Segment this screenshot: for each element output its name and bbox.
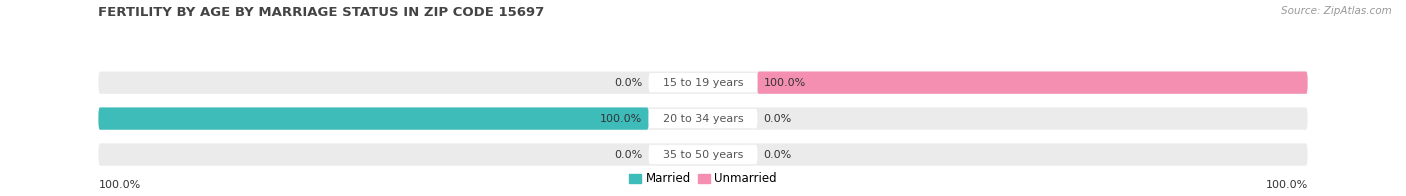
Text: 100.0%: 100.0%	[98, 180, 141, 190]
Text: 15 to 19 years: 15 to 19 years	[662, 78, 744, 88]
Text: 35 to 50 years: 35 to 50 years	[662, 150, 744, 160]
FancyBboxPatch shape	[648, 109, 758, 128]
Text: 100.0%: 100.0%	[600, 113, 643, 124]
Legend: Married, Unmarried: Married, Unmarried	[624, 168, 782, 190]
Text: 0.0%: 0.0%	[763, 150, 792, 160]
Text: 20 to 34 years: 20 to 34 years	[662, 113, 744, 124]
FancyBboxPatch shape	[758, 72, 1308, 94]
Text: 100.0%: 100.0%	[1265, 180, 1308, 190]
FancyBboxPatch shape	[98, 143, 1308, 166]
FancyBboxPatch shape	[98, 107, 648, 130]
FancyBboxPatch shape	[648, 73, 758, 92]
Text: Source: ZipAtlas.com: Source: ZipAtlas.com	[1281, 6, 1392, 16]
Text: 0.0%: 0.0%	[614, 78, 643, 88]
Text: 0.0%: 0.0%	[763, 113, 792, 124]
FancyBboxPatch shape	[98, 107, 1308, 130]
FancyBboxPatch shape	[98, 72, 1308, 94]
FancyBboxPatch shape	[648, 145, 758, 164]
Text: FERTILITY BY AGE BY MARRIAGE STATUS IN ZIP CODE 15697: FERTILITY BY AGE BY MARRIAGE STATUS IN Z…	[98, 6, 544, 19]
Text: 0.0%: 0.0%	[614, 150, 643, 160]
Text: 100.0%: 100.0%	[763, 78, 806, 88]
